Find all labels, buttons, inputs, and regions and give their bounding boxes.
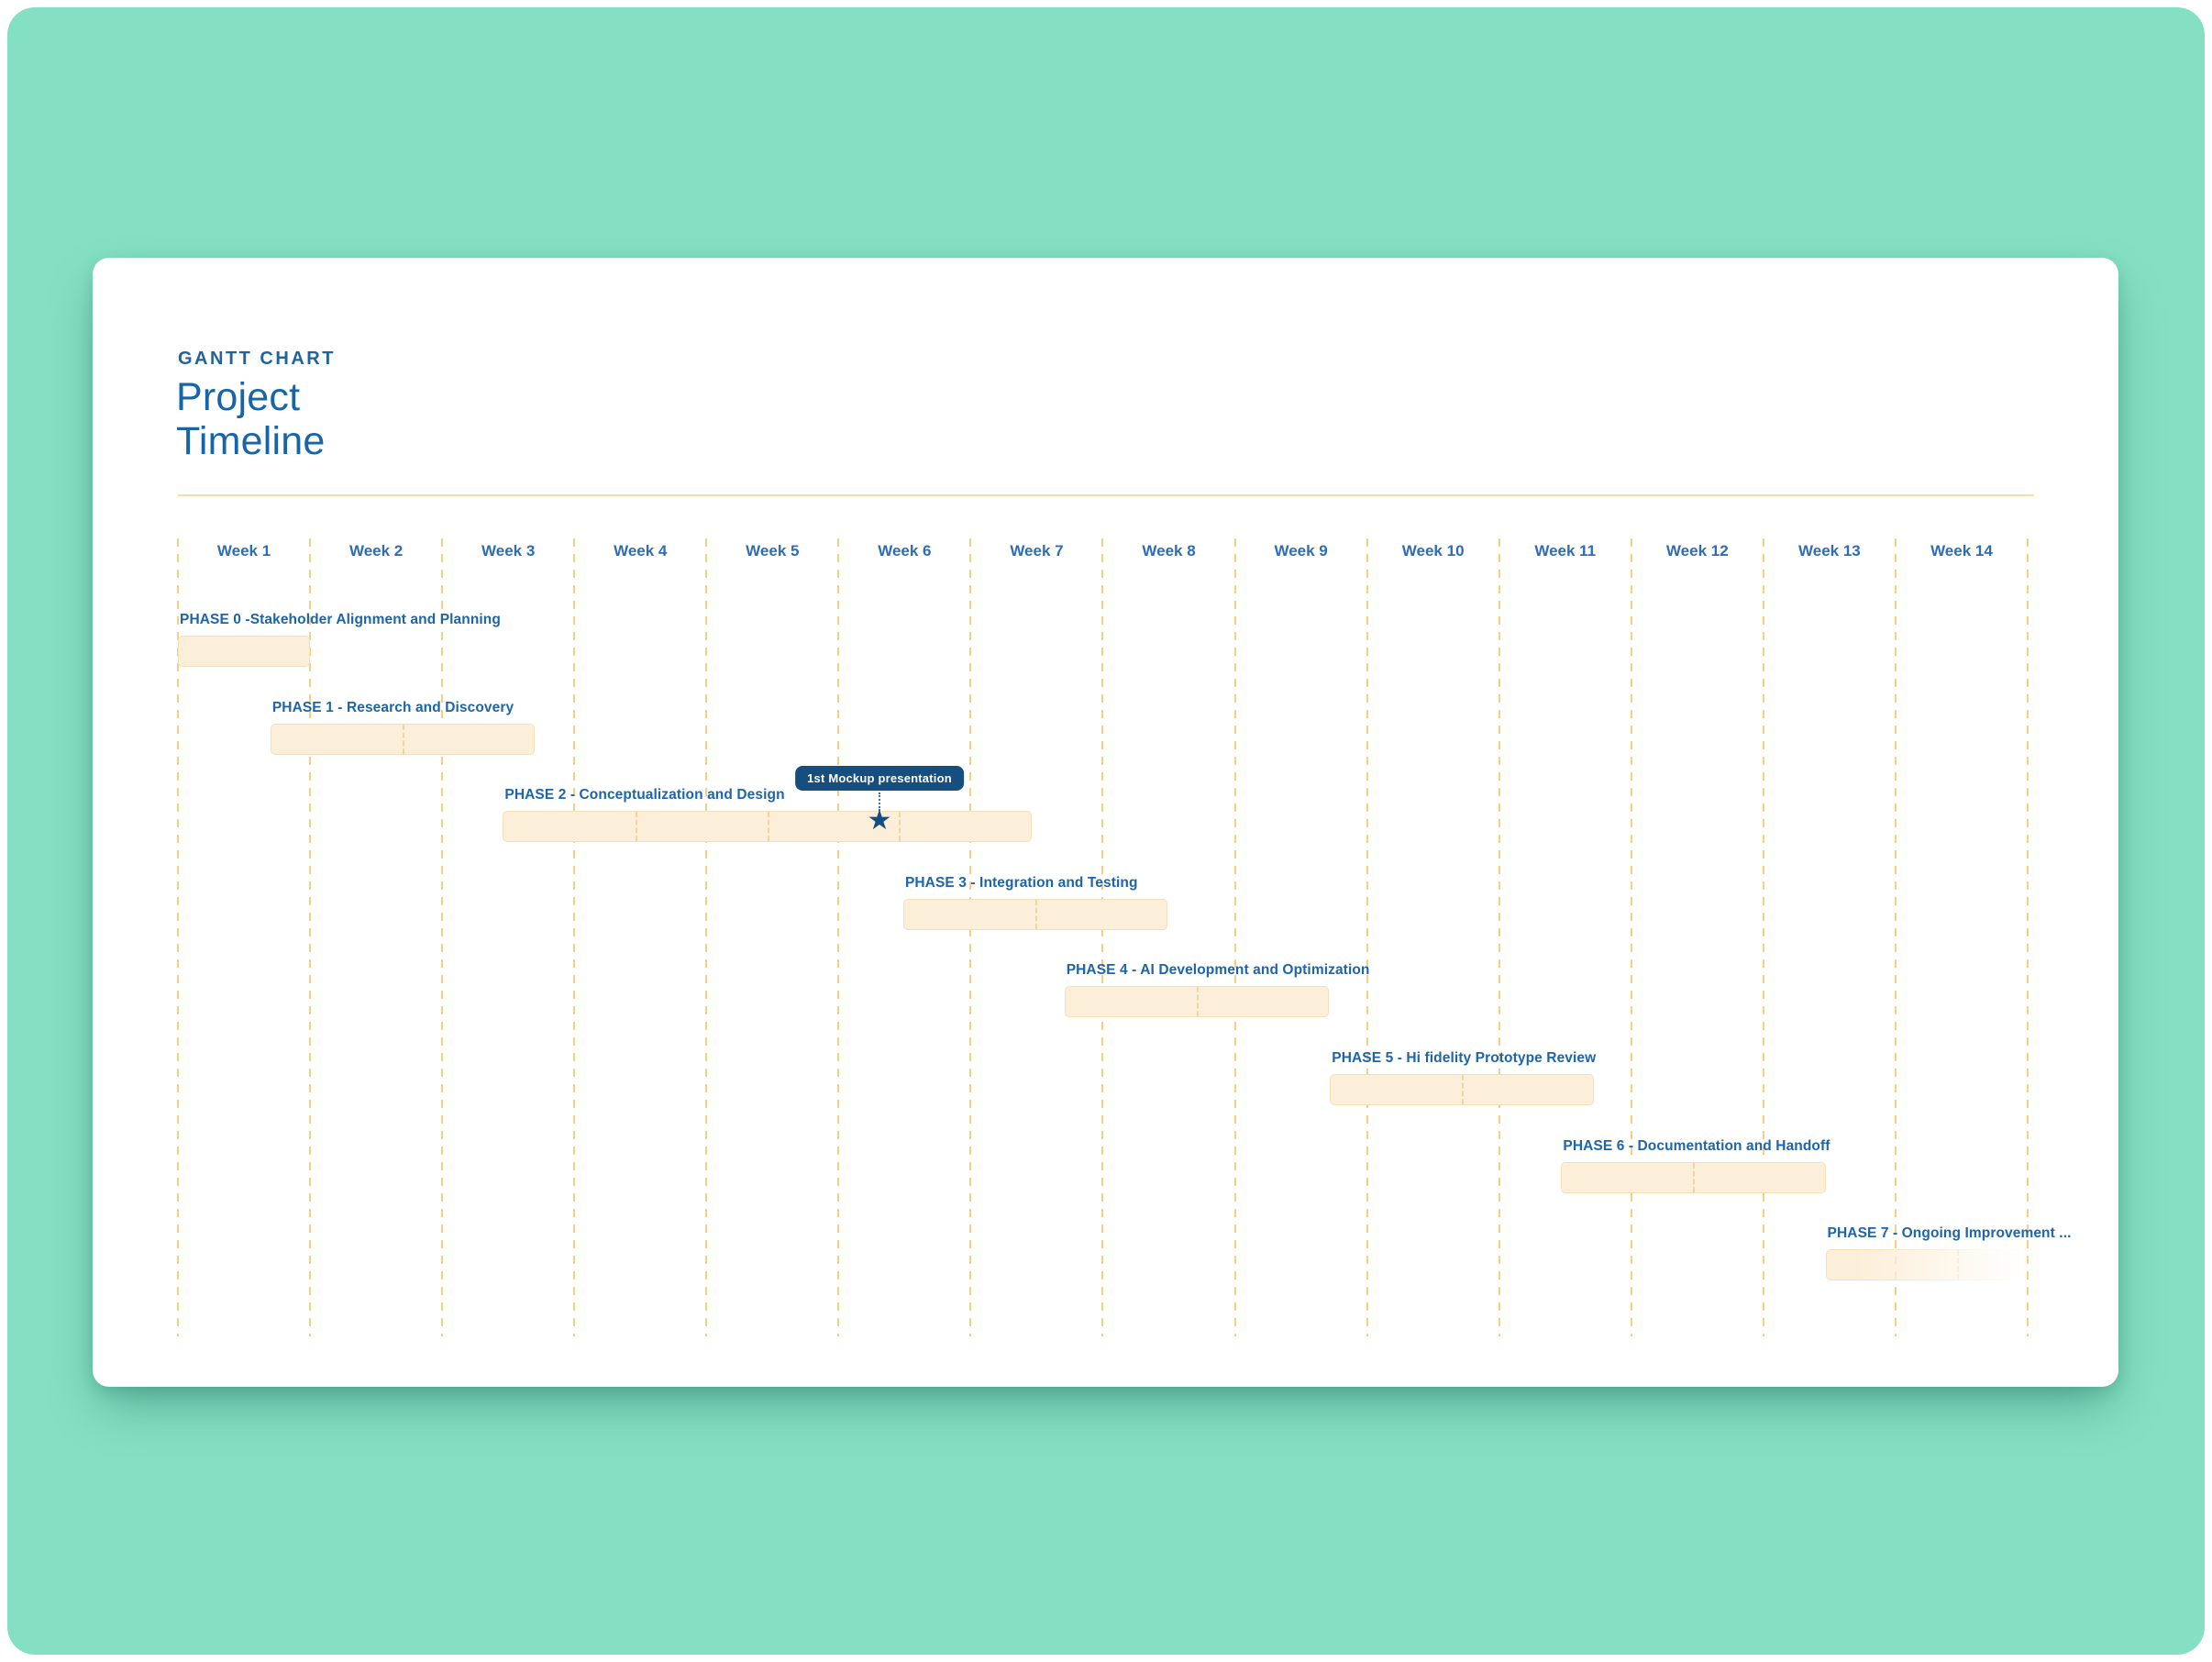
week-label: Week 1	[216, 542, 271, 560]
page-title-line2: Timeline	[176, 419, 326, 463]
phase-bar-segment	[1827, 1250, 1958, 1280]
week-label: Week 7	[1010, 542, 1064, 560]
phase-bar-segment	[1066, 987, 1197, 1016]
phase-bar[interactable]	[902, 898, 1168, 930]
phase-label: PHASE 2 - Conceptualization and Design	[504, 787, 785, 803]
phase-label: PHASE 5 - Hi fidelity Prototype Review	[1332, 1050, 1597, 1066]
week-label: Week 6	[878, 542, 932, 560]
phase-bar-segment	[503, 812, 636, 841]
week-gridline	[177, 538, 179, 1336]
phase-label: PHASE 4 - AI Development and Optimizatio…	[1066, 962, 1370, 979]
week-gridline	[309, 538, 312, 1336]
phase-label: PHASE 1 - Research and Discovery	[271, 699, 514, 715]
header-separator-line	[178, 494, 2034, 496]
phase-bar[interactable]	[1330, 1074, 1595, 1105]
phase-bar-segment	[635, 812, 768, 842]
phase-label: PHASE 6 - Documentation and Handoff	[1563, 1137, 1830, 1154]
gantt-chart-area: Week 1 Week 2 Week 3 Week 4 Week 5 Week 6 Week…	[93, 258, 2118, 1387]
phase-bar-segment	[1035, 899, 1167, 929]
milestone-connector-line	[879, 792, 880, 812]
phase-bar-segment	[402, 724, 534, 754]
week-label: Week 8	[1142, 542, 1196, 560]
page-title-line1: Project	[176, 375, 301, 419]
week-label: Week 2	[348, 542, 404, 560]
phase-bar-segment	[179, 637, 309, 666]
phase-bar[interactable]	[1561, 1161, 1826, 1193]
week-label: Week 12	[1665, 542, 1729, 560]
week-gridline	[1366, 538, 1368, 1336]
phase-bar[interactable]	[503, 811, 1032, 843]
week-label: Week 5	[746, 542, 800, 560]
phase-bar-segment	[1562, 1163, 1693, 1192]
week-gridline	[1630, 538, 1632, 1336]
phase-label: PHASE 0 -Stakeholder Alignment and Plann…	[180, 612, 501, 627]
phase-bar-segment	[1693, 1162, 1824, 1192]
week-label: Week 13	[1798, 542, 1861, 560]
week-label: Week 10	[1401, 542, 1465, 560]
phase-bar-segment	[1196, 987, 1328, 1017]
chart-eyebrow: GANTT CHART	[178, 349, 336, 369]
phase-bar[interactable]	[178, 636, 311, 667]
phase-bar-segment	[767, 812, 900, 842]
week-gridline	[1498, 538, 1500, 1336]
phase-label: PHASE 3 - Integration and Testing	[904, 874, 1138, 891]
week-label: Week 4	[614, 542, 668, 560]
phase-label: PHASE 7 - Ongoing Improvement ...	[1827, 1225, 2072, 1242]
page-title: Project Timeline	[176, 375, 326, 463]
phase-bar-segment	[1331, 1075, 1462, 1104]
gantt-chart-card: GANTT CHART Project Timeline Week 1 Week …	[93, 258, 2118, 1387]
phase-bar-segment	[271, 725, 403, 754]
week-gridline	[969, 538, 972, 1336]
week-gridline	[1894, 538, 1897, 1336]
phase-bar[interactable]	[270, 723, 535, 755]
phase-bar-segment	[904, 900, 1035, 929]
week-gridline	[1101, 538, 1104, 1336]
week-gridline	[573, 538, 576, 1336]
week-label: Week 14	[1930, 542, 1993, 560]
week-gridline	[441, 538, 444, 1336]
phase-bar-segment	[1957, 1250, 2027, 1280]
week-gridline	[837, 538, 840, 1336]
phase-bar[interactable]	[1064, 986, 1329, 1018]
phase-bar-segment	[1462, 1075, 1593, 1104]
phase-bar[interactable]	[1825, 1249, 2028, 1281]
week-label: Week 9	[1274, 542, 1328, 560]
week-label: Week 11	[1534, 542, 1597, 560]
week-gridline	[705, 538, 708, 1336]
week-label: Week 3	[481, 542, 536, 560]
week-gridline	[1233, 538, 1236, 1336]
phase-bar-segment	[899, 812, 1031, 842]
milestone-star-icon[interactable]: ★	[867, 805, 892, 837]
week-gridline	[2026, 538, 2029, 1336]
milestone-tooltip: 1st Mockup presentation	[795, 766, 964, 792]
week-gridline	[1762, 538, 1764, 1336]
